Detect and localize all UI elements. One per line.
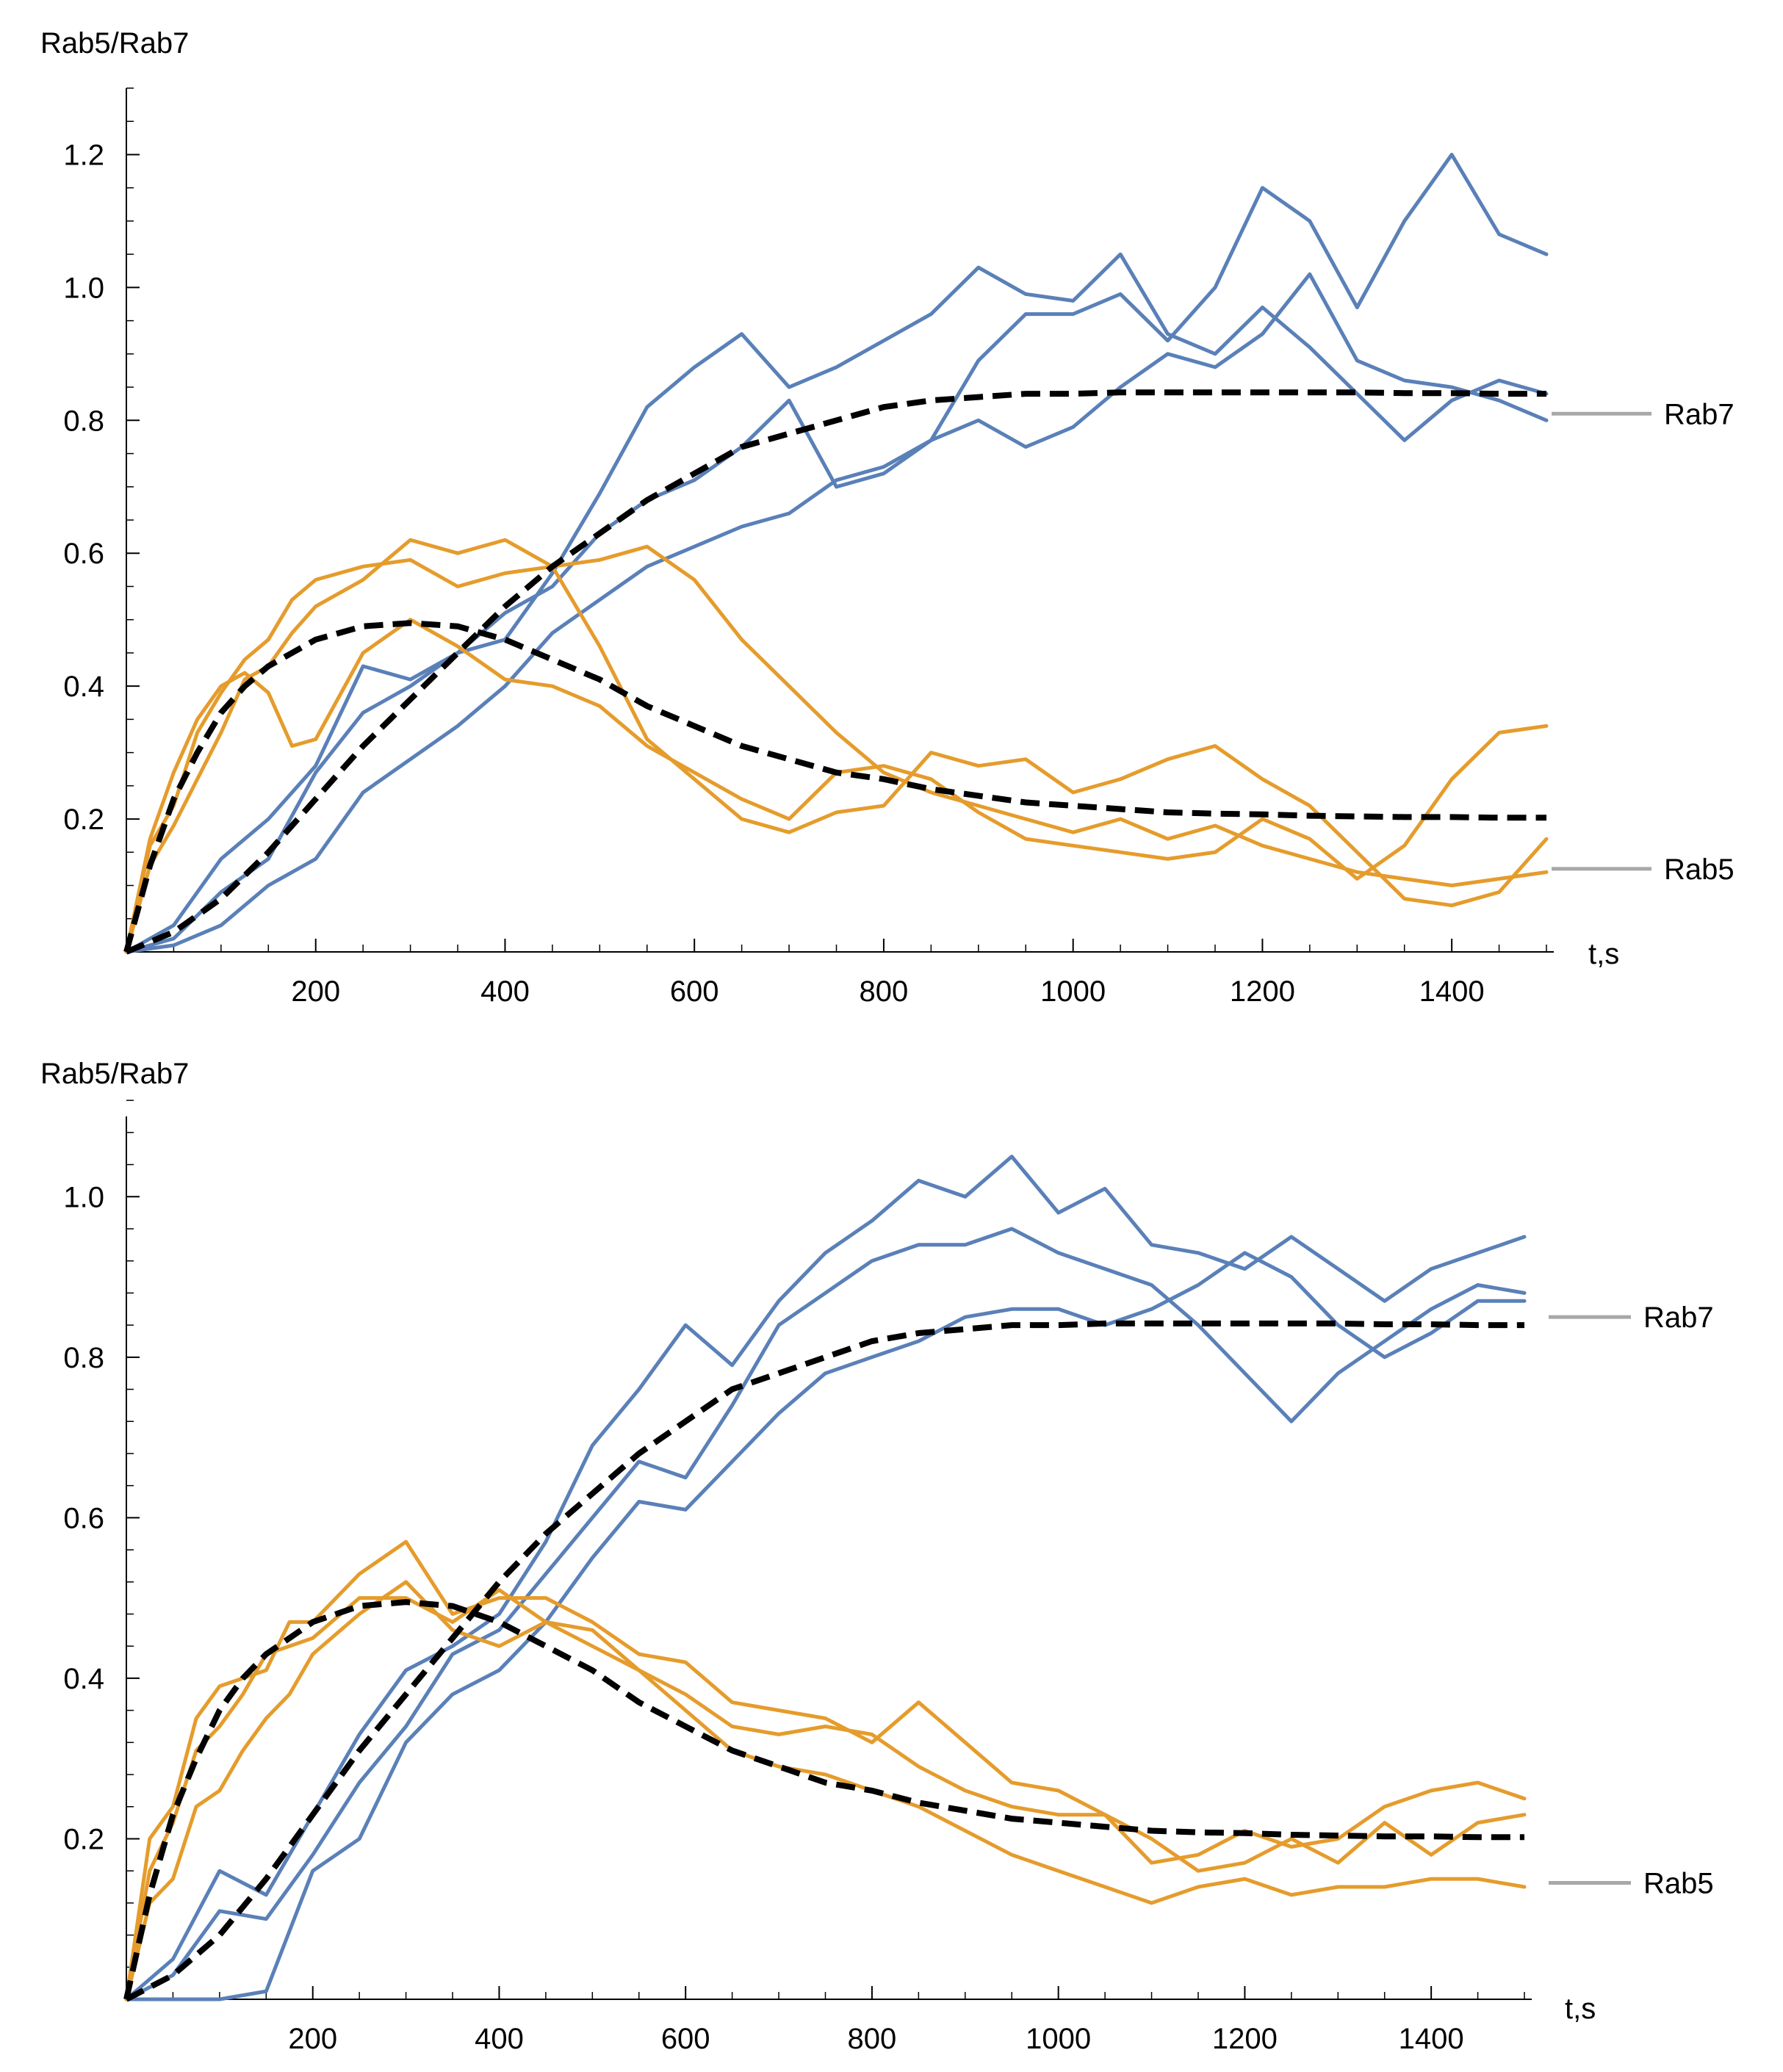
top-rab5-trace	[124, 618, 1549, 954]
top-rab5-series-label: Rab5	[1664, 853, 1735, 886]
top-y-tick-label: 0.4	[63, 671, 104, 703]
top-x-tick-label: 200	[291, 975, 340, 1008]
bottom-x-tick-label: 800	[848, 2023, 897, 2055]
bottom-x-tick-label: 1400	[1399, 2023, 1464, 2055]
bottom-x-tick-label: 1000	[1026, 2023, 1091, 2055]
top-rab5-trace	[124, 538, 1549, 954]
top-mean-curve	[123, 620, 1546, 953]
top-y-tick-label: 0.8	[63, 405, 104, 437]
bottom-mean-curve	[125, 1320, 1524, 2002]
bottom-y-axis-title: Rab5/Rab7	[40, 1058, 189, 1090]
bottom-rab7-trace	[124, 1155, 1527, 2001]
top-rab5-trace	[124, 544, 1549, 954]
top-x-tick-label: 400	[480, 975, 530, 1008]
bottom-rab5-trace	[124, 1580, 1527, 2001]
top-rab7-trace	[124, 272, 1549, 954]
bottom-rab5-trace	[124, 1588, 1527, 2001]
top-x-tick-label: 1400	[1419, 975, 1485, 1008]
top-rab7-trace	[124, 153, 1549, 954]
top-chart-panel: Rab5/Rab7 t,s 200 400 600 800 1000 1200 1400 0.…	[40, 27, 1735, 1008]
top-rab7-series-label: Rab7	[1664, 398, 1735, 430]
bottom-y-tick-label: 0.2	[63, 1823, 104, 1855]
bottom-chart-panel: Rab5/Rab7 t,s 200 400 600 800 1000 1200 1400 0.…	[40, 1058, 1714, 2055]
top-y-tick-label: 1.0	[63, 272, 104, 304]
bottom-rab5-series-label: Rab5	[1643, 1868, 1714, 1900]
bottom-y-tick-label: 0.4	[63, 1663, 104, 1695]
top-y-tick-label: 1.2	[63, 139, 104, 171]
bottom-x-tick-label: 200	[288, 2023, 337, 2055]
top-rab7-trace	[124, 252, 1549, 954]
top-x-tick-label: 800	[860, 975, 909, 1008]
bottom-rab7-trace	[124, 1227, 1527, 2001]
top-x-tick-label: 600	[670, 975, 719, 1008]
top-y-tick-label: 0.6	[63, 538, 104, 570]
bottom-y-tick-label: 1.0	[63, 1181, 104, 1213]
bottom-mean-curve	[123, 1599, 1524, 2000]
top-x-axis-title: t,s	[1588, 938, 1619, 970]
bottom-rab7-trace	[124, 1251, 1527, 2001]
bottom-rab7-series-label: Rab7	[1643, 1302, 1714, 1334]
bottom-x-axis-title: t,s	[1565, 1993, 1596, 2025]
top-mean-curve	[125, 389, 1546, 955]
bottom-y-tick-label: 0.6	[63, 1502, 104, 1534]
bottom-x-tick-label: 1200	[1212, 2023, 1278, 2055]
bottom-x-tick-label: 600	[661, 2023, 710, 2055]
top-x-tick-label: 1200	[1230, 975, 1295, 1008]
top-x-tick-label: 1000	[1040, 975, 1106, 1008]
bottom-x-tick-label: 400	[475, 2023, 524, 2055]
bottom-y-tick-label: 0.8	[63, 1342, 104, 1374]
top-y-tick-label: 0.2	[63, 804, 104, 836]
bottom-rab5-trace	[124, 1539, 1527, 2001]
top-y-axis-title: Rab5/Rab7	[40, 27, 189, 59]
